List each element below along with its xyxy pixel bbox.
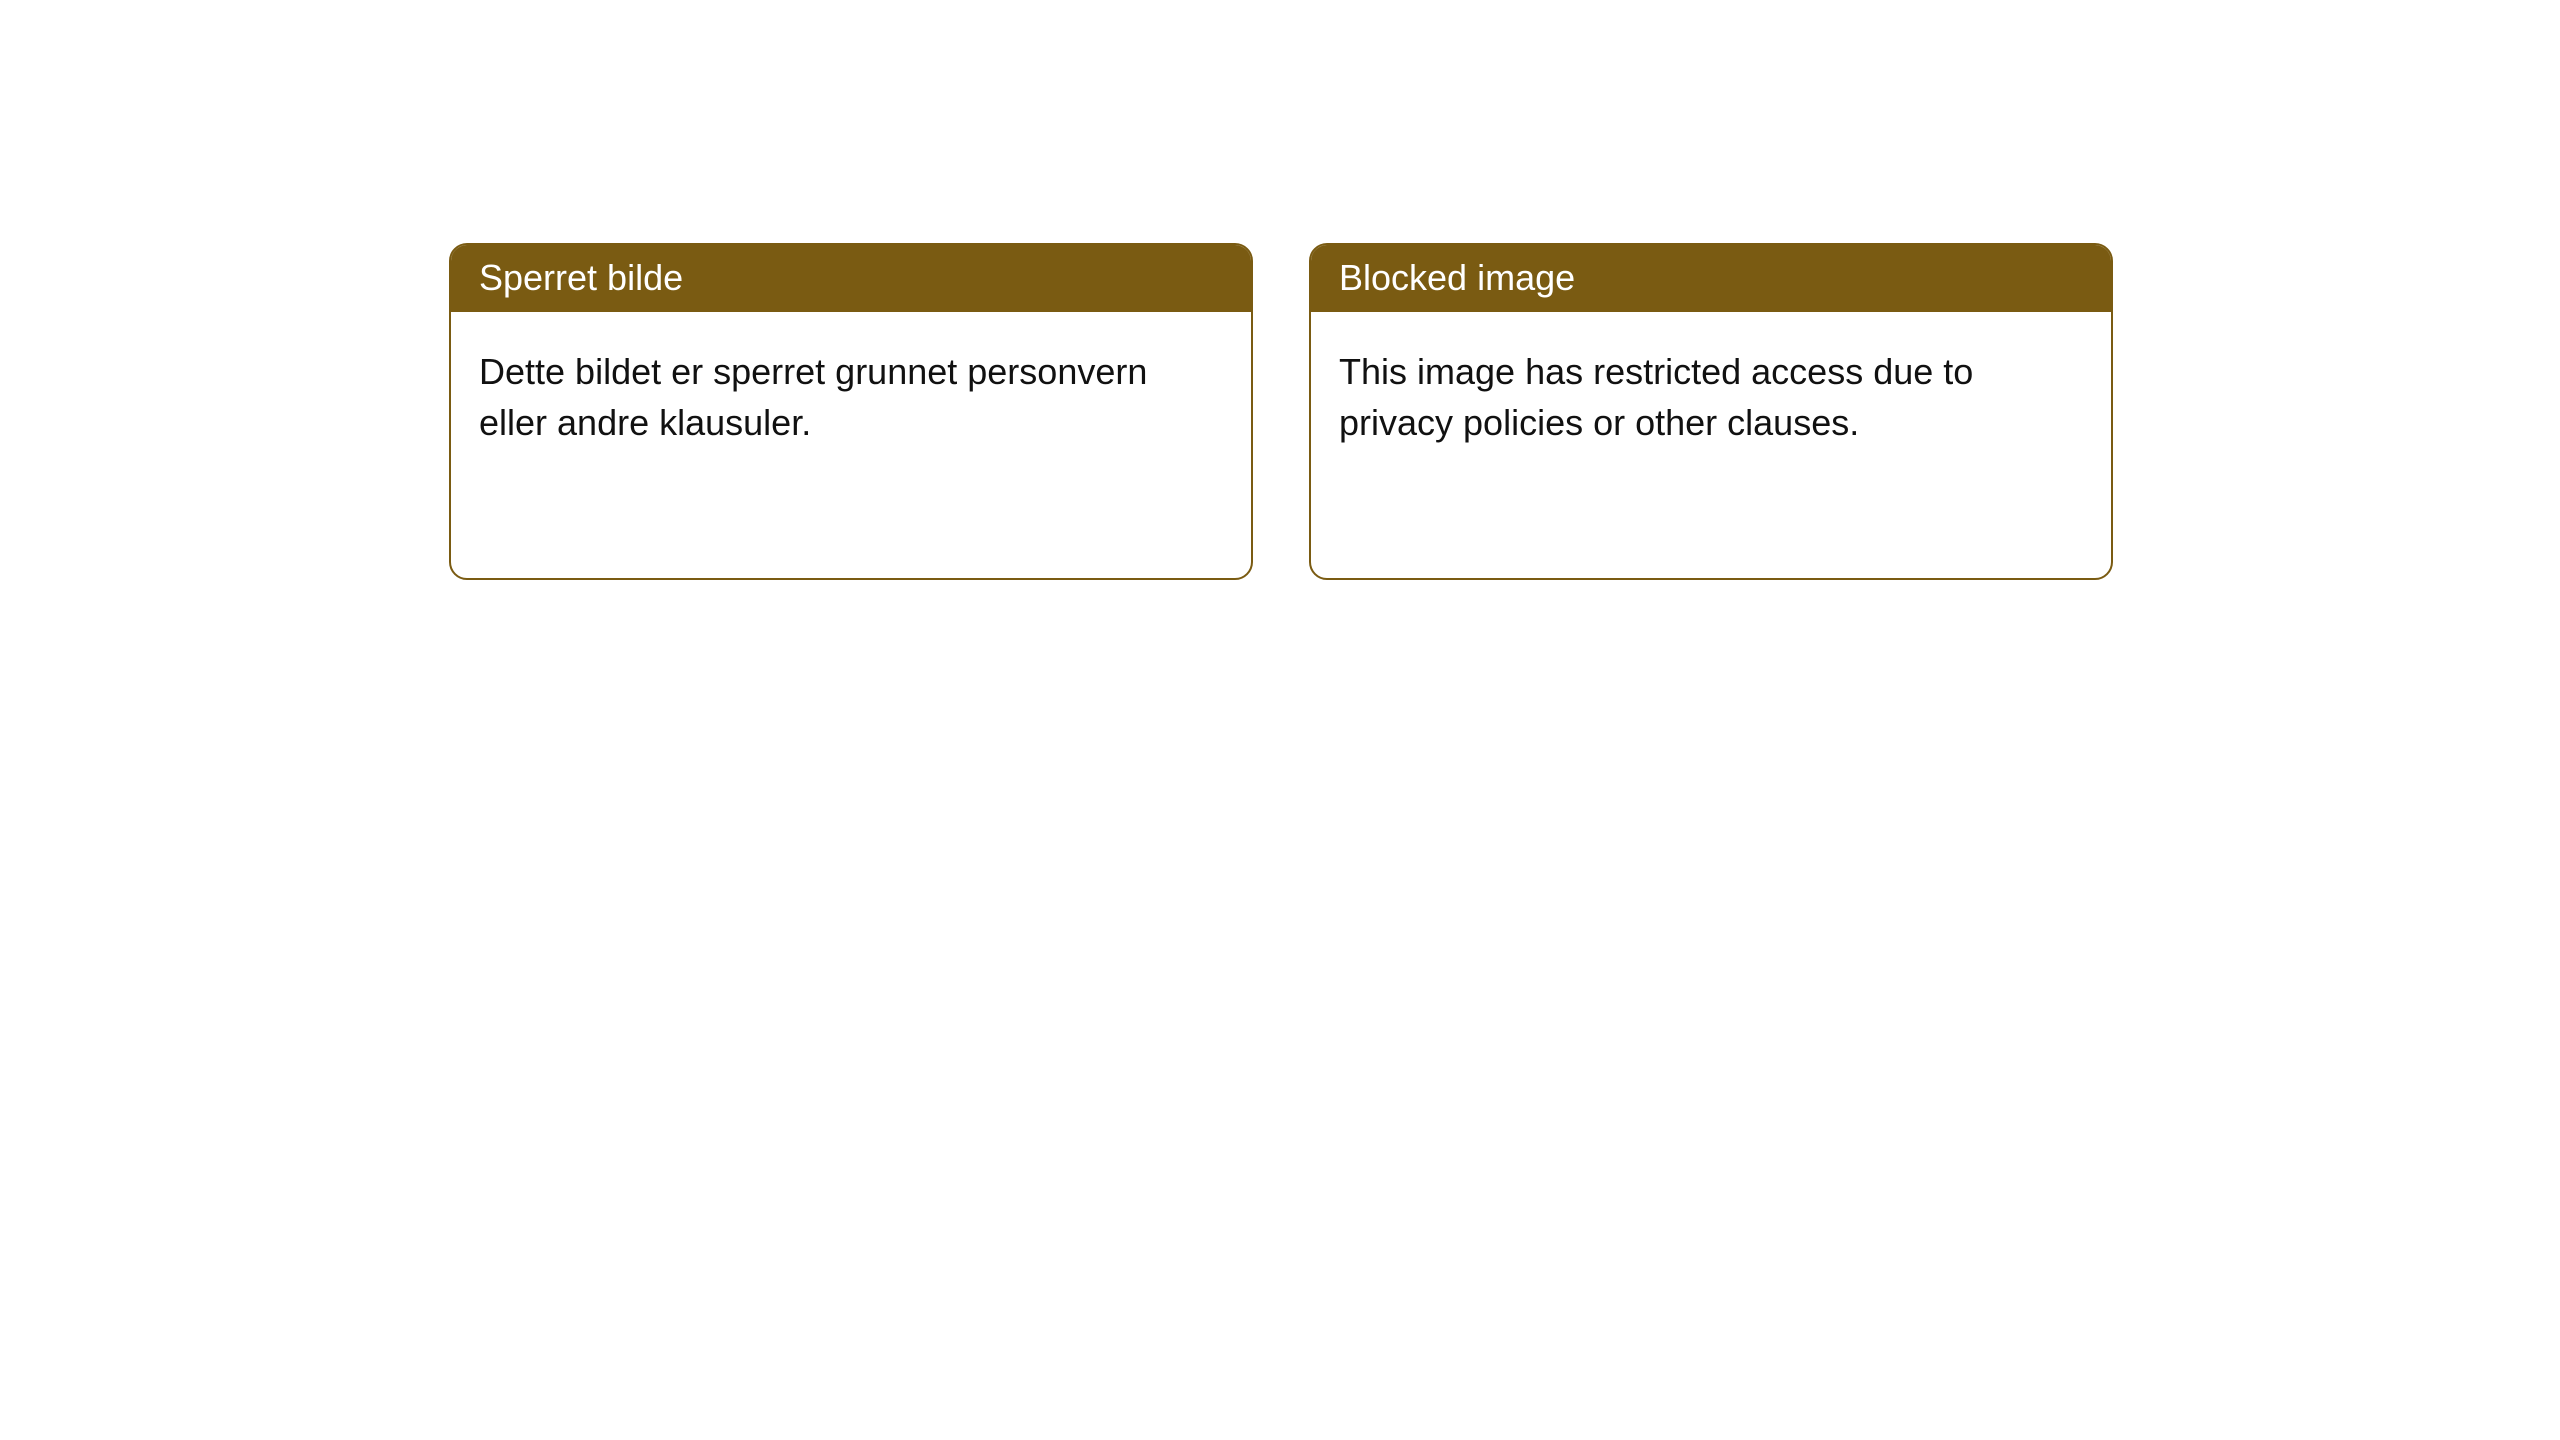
card-header-no: Sperret bilde xyxy=(451,245,1251,312)
notice-container: Sperret bilde Dette bildet er sperret gr… xyxy=(0,0,2560,580)
card-body-en: This image has restricted access due to … xyxy=(1311,312,2111,482)
card-body-no: Dette bildet er sperret grunnet personve… xyxy=(451,312,1251,482)
card-header-en: Blocked image xyxy=(1311,245,2111,312)
blocked-image-card-no: Sperret bilde Dette bildet er sperret gr… xyxy=(449,243,1253,580)
blocked-image-card-en: Blocked image This image has restricted … xyxy=(1309,243,2113,580)
